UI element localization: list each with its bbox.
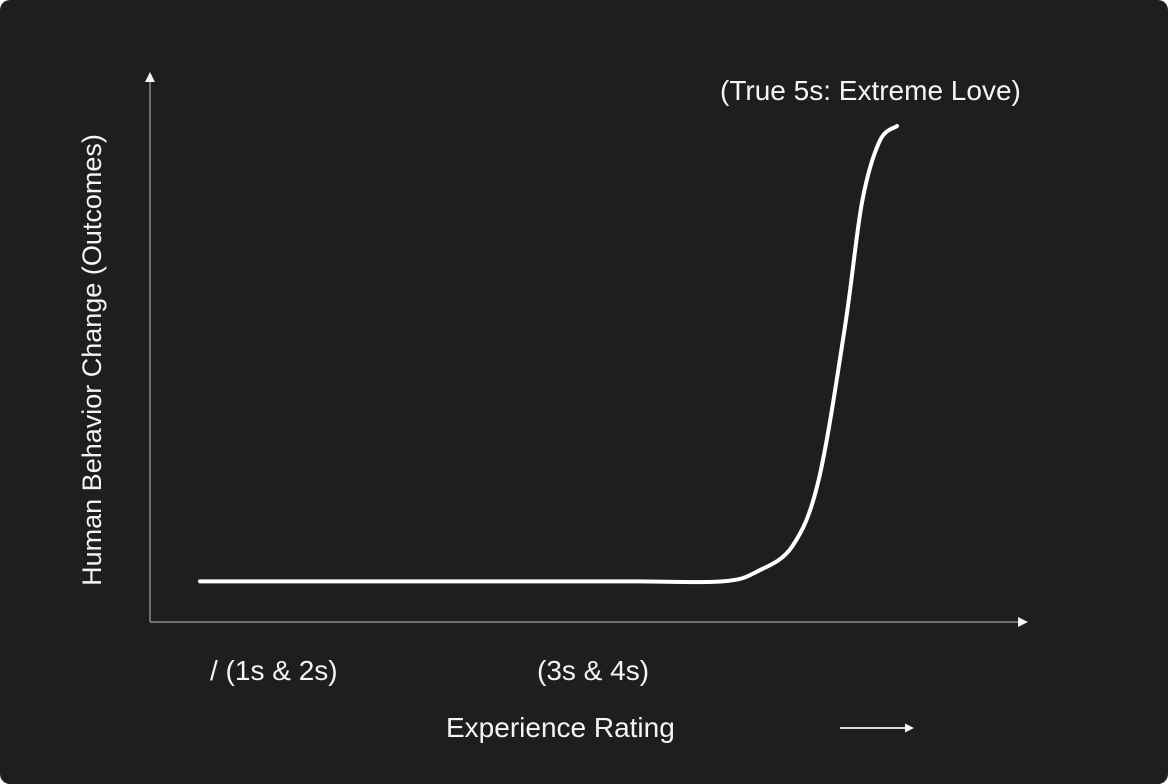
annotation-true-5s: (True 5s: Extreme Love) bbox=[720, 75, 1021, 106]
y-axis-arrowhead bbox=[145, 72, 155, 82]
x-label-arrow-head bbox=[905, 723, 914, 733]
x-tick-label-low: / (1s & 2s) bbox=[210, 655, 338, 686]
x-axis-arrowhead bbox=[1018, 617, 1028, 627]
series-line bbox=[198, 124, 899, 585]
x-tick-label-mid: (3s & 4s) bbox=[537, 655, 649, 686]
y-axis-label: Human Behavior Change (Outcomes) bbox=[77, 134, 107, 586]
x-axis-label: Experience Rating bbox=[446, 712, 675, 743]
